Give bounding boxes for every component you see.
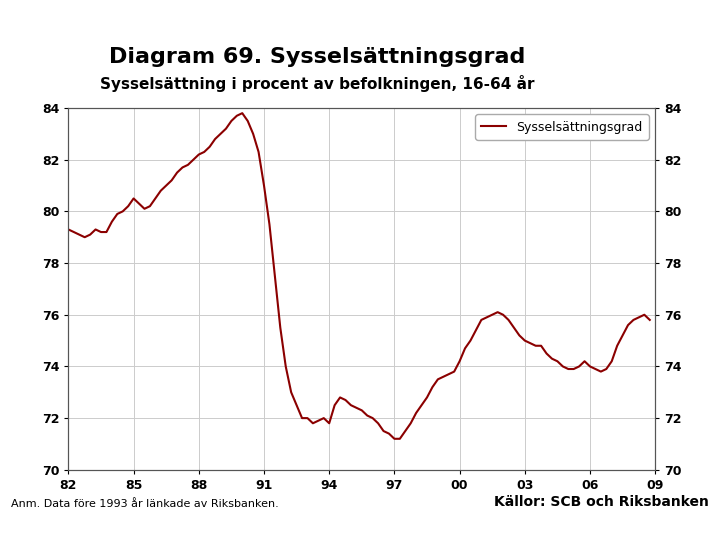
Text: Anm. Data före 1993 år länkade av Riksbanken.: Anm. Data före 1993 år länkade av Riksba… (11, 499, 279, 509)
Text: Diagram 69. Sysselsättningsgrad: Diagram 69. Sysselsättningsgrad (109, 46, 525, 67)
Text: Källor: SCB och Riksbanken: Källor: SCB och Riksbanken (495, 495, 709, 509)
Text: Sysselsättning i procent av befolkningen, 16-64 år: Sysselsättning i procent av befolkningen… (99, 75, 534, 92)
Text: SVERIGES
RIKSBANK: SVERIGES RIKSBANK (642, 63, 686, 82)
Legend: Sysselsättningsgrad: Sysselsättningsgrad (475, 114, 649, 140)
